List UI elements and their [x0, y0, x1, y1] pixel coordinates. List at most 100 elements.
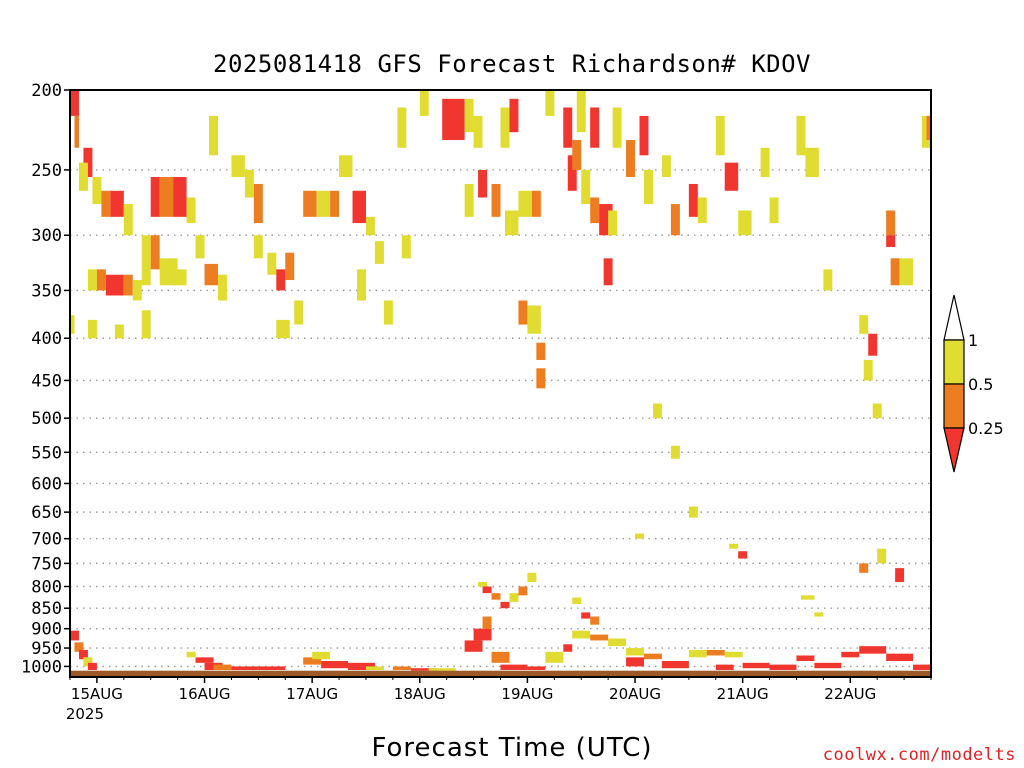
ri-cell — [527, 572, 537, 582]
ri-cell — [141, 235, 151, 286]
ri-cell — [572, 597, 582, 604]
ri-cell — [863, 359, 873, 381]
x-tick-label: 16AUG — [179, 685, 231, 703]
y-tick-label: 450 — [31, 371, 62, 391]
ri-cell — [590, 197, 600, 224]
chart-title: 2025081418 GFS Forecast Richardson# KDOV — [213, 50, 811, 78]
ri-cell — [478, 169, 488, 198]
ri-cell — [392, 666, 411, 670]
ri-cell — [715, 115, 725, 156]
ri-cell — [742, 662, 770, 669]
ri-cell — [482, 616, 492, 629]
richardson-cells — [70, 90, 931, 671]
legend-arrow-bottom — [943, 427, 965, 473]
ri-cell — [796, 655, 815, 662]
ri-cell — [738, 210, 752, 236]
ri-cell — [769, 664, 797, 670]
ri-cell — [859, 315, 869, 334]
ri-cell — [518, 190, 532, 217]
ri-cell — [868, 333, 878, 356]
ri-cell — [78, 162, 88, 191]
ri-cell — [603, 258, 613, 286]
x-tick-label: 21AUG — [717, 685, 769, 703]
ri-cell — [688, 649, 707, 658]
ri-cell — [83, 147, 93, 178]
ri-cell — [500, 601, 510, 609]
ri-cell — [518, 586, 528, 596]
ri-cell — [114, 324, 124, 339]
ri-cell — [504, 210, 519, 236]
ri-cell — [738, 551, 748, 559]
x-tick-label: 18AUG — [394, 685, 446, 703]
ri-cell — [87, 269, 97, 291]
y-tick-label: 950 — [31, 639, 62, 659]
plot-frame — [69, 89, 932, 678]
ri-cell — [258, 666, 286, 670]
ri-cell — [688, 506, 698, 518]
legend-label: 0.25 — [968, 419, 1004, 438]
ri-cell — [576, 90, 586, 133]
ri-cell — [253, 183, 263, 224]
legend: 0.25 0.5 1 — [943, 294, 1004, 473]
ri-cell — [87, 662, 97, 670]
ri-cell — [500, 107, 510, 148]
legend-swatch-0-5-1 — [943, 339, 965, 385]
ri-cell — [348, 662, 375, 670]
ri-cell — [159, 177, 174, 217]
legend-swatch-0-25-0-5 — [943, 383, 965, 429]
ri-cell — [330, 190, 340, 217]
x-tick-year: 2025 — [66, 705, 104, 723]
ri-cell — [760, 147, 770, 178]
ri-cell — [78, 649, 88, 660]
ri-cell — [410, 668, 438, 671]
ri-cell — [626, 657, 644, 667]
ri-cell — [173, 177, 187, 217]
ri-cell — [383, 300, 393, 325]
ri-cell — [590, 107, 600, 148]
ri-cell — [890, 258, 900, 286]
ri-cell — [639, 115, 649, 156]
ri-cell — [724, 651, 743, 658]
y-tick-label: 300 — [31, 226, 62, 246]
ri-cell — [500, 664, 528, 670]
x-tick-label: 19AUG — [501, 685, 553, 703]
ri-cell — [294, 300, 304, 325]
ri-cell — [464, 98, 474, 133]
ri-cell — [536, 342, 546, 360]
ri-cell — [545, 90, 555, 116]
ri-cell — [321, 661, 349, 669]
ri-cell — [195, 657, 214, 663]
ri-cell — [123, 204, 133, 236]
ri-cell — [670, 445, 680, 459]
ri-cell — [105, 274, 124, 296]
ri-cell — [509, 98, 519, 133]
ri-cell — [123, 274, 133, 296]
ri-cell — [796, 115, 806, 156]
ri-cell — [563, 644, 573, 652]
ri-cell — [724, 162, 739, 191]
ri-cell — [823, 269, 833, 291]
y-tick-label: 1000 — [21, 657, 62, 677]
ri-cell — [339, 155, 353, 178]
x-axis-title: Forecast Time (UTC) — [371, 733, 653, 763]
credit-link[interactable]: coolwx.com/modelts — [822, 745, 1016, 765]
y-tick-label: 350 — [31, 281, 62, 301]
ri-cell — [74, 642, 84, 652]
ri-cell — [70, 315, 75, 334]
ri-cell — [231, 666, 259, 670]
ri-cell — [913, 664, 931, 670]
ri-cell — [419, 90, 429, 116]
ri-cell — [141, 310, 151, 339]
ri-cell — [464, 640, 483, 652]
y-tick-label: 650 — [31, 503, 62, 523]
ri-cell — [670, 204, 680, 236]
ri-cell — [899, 258, 914, 286]
ri-cell — [635, 533, 644, 539]
ri-cell — [805, 147, 819, 178]
ri-cell — [841, 651, 860, 658]
ri-cell — [473, 115, 483, 148]
ri-cell — [886, 210, 896, 236]
ri-cell — [715, 664, 734, 670]
ri-cell — [661, 661, 689, 669]
